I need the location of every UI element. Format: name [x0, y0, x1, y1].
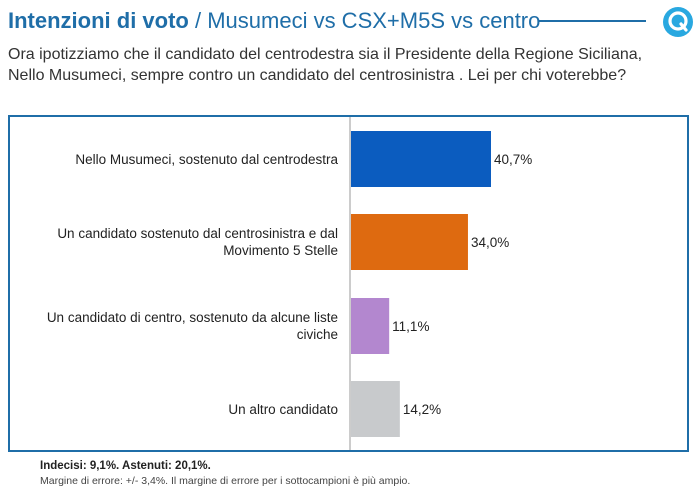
brand-logo-icon: [663, 7, 693, 37]
bar-chart: 40,7% 34,0% 11,1% 14,2%: [349, 117, 532, 450]
category-label-3: Un candidato di centro, sostenuto da alc…: [46, 310, 338, 342]
value-label-3: 11,1%: [392, 319, 429, 334]
title-subtitle: / Musumeci vs CSX+M5S vs centro: [188, 8, 541, 33]
page-title: Intenzioni di voto / Musumeci vs CSX+M5S…: [8, 8, 540, 34]
value-label-1: 40,7%: [494, 152, 532, 167]
title-bold: Intenzioni di voto: [8, 8, 189, 33]
bar-3: [351, 298, 390, 354]
title-rule: [538, 20, 646, 22]
question-text: Ora ipotizziamo che il candidato del cen…: [8, 46, 643, 84]
bar-1: [351, 131, 491, 187]
undecided-note: Indecisi: 9,1%. Astenuti: 20,1%.: [40, 460, 211, 472]
margin-of-error-note: Margine di errore: +/- 3,4%. Il margine …: [40, 475, 411, 487]
value-label-2: 34,0%: [471, 235, 509, 250]
chart-frame: 40,7% 34,0% 11,1% 14,2% Nello Musumeci, sos…: [8, 115, 689, 452]
bar-2: [351, 214, 468, 270]
bar-4: [351, 381, 400, 437]
footer: Indecisi: 9,1%. Astenuti: 20,1%. Margine…: [40, 459, 680, 488]
category-label-1: Nello Musumeci, sostenuto dal centrodest…: [75, 151, 338, 167]
category-label-4: Un altro candidato: [228, 401, 338, 417]
header: Intenzioni di voto / Musumeci vs CSX+M5S…: [8, 6, 693, 38]
value-label-4: 14,2%: [403, 402, 441, 417]
category-label-2: Un candidato sostenuto dal centrosinistr…: [57, 226, 338, 258]
